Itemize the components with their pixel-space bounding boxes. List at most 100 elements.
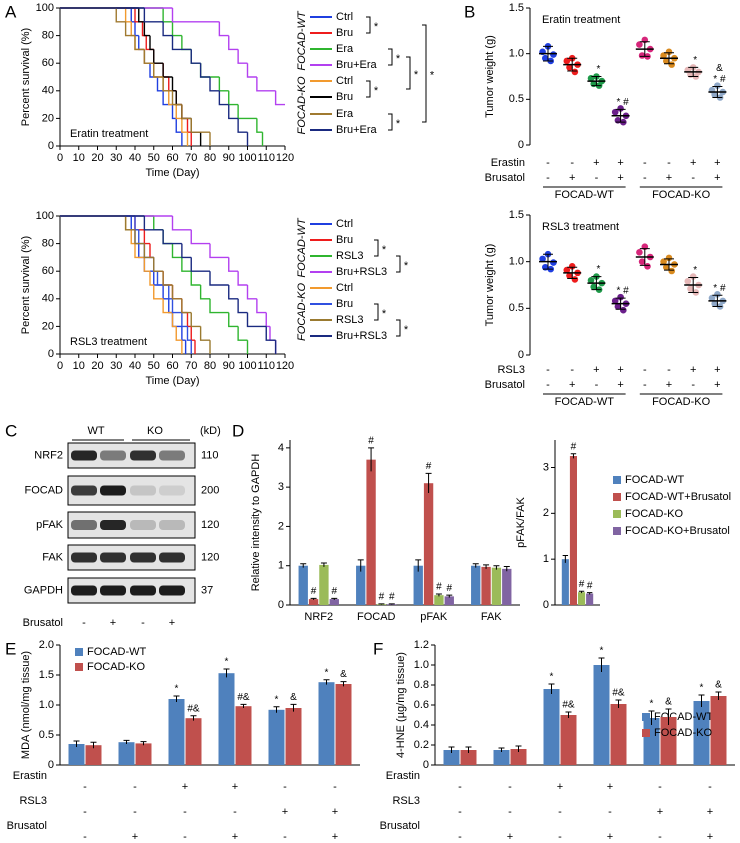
condition-sign: -	[458, 831, 462, 843]
survival-step	[209, 77, 220, 92]
data-point	[665, 254, 673, 262]
y-axis-label: MDA (nmol/mg tissue)	[20, 651, 32, 759]
y-tick-label: 0	[48, 759, 54, 771]
y-tick-label: 80	[42, 30, 54, 42]
error-bar	[548, 683, 555, 694]
annotation: Eratin treatment	[70, 128, 148, 140]
error-bar	[415, 559, 422, 572]
condition-sign: -	[458, 781, 462, 793]
condition-sign: -	[708, 781, 712, 793]
significance-bracket	[396, 255, 401, 273]
blot-treatment-sign: +	[169, 617, 175, 629]
significance-mark: #	[368, 435, 374, 446]
x-tick-label: 110	[257, 360, 275, 372]
x-tick-label: 0	[57, 152, 63, 164]
significance-mark: *	[700, 683, 704, 694]
significance-mark: *	[382, 308, 387, 320]
survival-step	[199, 326, 210, 341]
legend-label: FOCAD-KO+Brusatol	[625, 525, 730, 537]
blot-band	[130, 552, 156, 563]
blot-band	[71, 485, 97, 496]
condition-sign: +	[569, 172, 575, 184]
panel-letter: A	[5, 2, 17, 21]
blot-band	[130, 520, 156, 530]
panel-letter: D	[232, 421, 244, 440]
y-tick-label: 1.0	[39, 699, 54, 711]
survival-step	[153, 285, 164, 300]
survival-step	[143, 49, 154, 64]
blot-band	[71, 552, 97, 563]
significance-mark: #	[389, 591, 395, 602]
error-bar	[378, 603, 385, 605]
condition-sign: -	[546, 157, 550, 169]
legend-label: Ctrl	[336, 282, 353, 294]
condition-label: RSL3	[497, 364, 525, 376]
survival-step	[209, 271, 229, 286]
data-point	[708, 294, 716, 302]
y-tick-label: 0.8	[414, 679, 429, 691]
significance-mark: *	[550, 672, 554, 683]
bar	[693, 701, 710, 765]
survival-step	[143, 21, 150, 37]
condition-sign: +	[690, 157, 696, 169]
y-tick-label: 1.0	[414, 659, 429, 671]
condition-sign: -	[183, 806, 187, 818]
survival-step	[162, 90, 173, 106]
y-tick-label: 80	[42, 238, 54, 250]
condition-sign: -	[133, 806, 137, 818]
x-tick-label: 40	[129, 360, 141, 372]
survival-step	[162, 77, 173, 92]
survival-step	[175, 118, 182, 133]
x-tick-label: 30	[110, 360, 122, 372]
bar	[268, 709, 285, 765]
condition-sign: +	[617, 364, 623, 376]
error-bar	[223, 668, 230, 678]
survival-step	[162, 77, 169, 92]
y-tick-label: 20	[42, 112, 54, 124]
condition-sign: -	[283, 831, 287, 843]
error-bar	[290, 703, 297, 712]
error-bar	[123, 739, 130, 744]
survival-step	[156, 77, 164, 92]
blot-band	[159, 552, 185, 563]
x-axis-label: Time (Day)	[146, 167, 200, 179]
survival-step	[134, 21, 139, 37]
significance-mark: *	[396, 53, 401, 65]
condition-sign: +	[666, 172, 672, 184]
significance-bracket	[388, 48, 393, 66]
legend-label: RSL3	[336, 250, 364, 262]
survival-step	[175, 326, 182, 341]
bar	[85, 745, 102, 765]
survival-step	[134, 216, 139, 231]
x-tick-label: NRF2	[304, 611, 333, 623]
significance-mark: *	[382, 244, 387, 256]
survival-step	[190, 118, 201, 133]
data-point	[684, 277, 692, 285]
bar	[308, 599, 319, 605]
bar	[491, 567, 502, 605]
condition-sign: -	[570, 364, 574, 376]
y-tick-label: 1	[278, 560, 284, 572]
condition-sign: -	[233, 806, 237, 818]
condition-sign: +	[707, 831, 713, 843]
y-tick-label: 0	[518, 349, 524, 361]
data-point	[568, 263, 576, 270]
error-bar	[465, 746, 472, 753]
significance-mark: #&	[562, 700, 575, 711]
x-tick-label: 110	[257, 152, 275, 164]
condition-sign: +	[132, 831, 138, 843]
y-tick-label: 0.2	[414, 739, 429, 751]
x-tick-label: 20	[91, 360, 103, 372]
survival-step	[153, 63, 164, 78]
condition-sign: +	[332, 806, 338, 818]
bar	[434, 595, 444, 605]
survival-step	[256, 298, 267, 314]
x-tick-label: 50	[148, 152, 160, 164]
condition-sign: -	[133, 781, 137, 793]
significance-mark: * #	[713, 283, 726, 294]
survival-step	[143, 257, 154, 272]
data-point	[636, 41, 643, 48]
survival-step	[171, 285, 182, 300]
error-bar	[190, 715, 197, 721]
significance-mark: #	[579, 579, 585, 590]
